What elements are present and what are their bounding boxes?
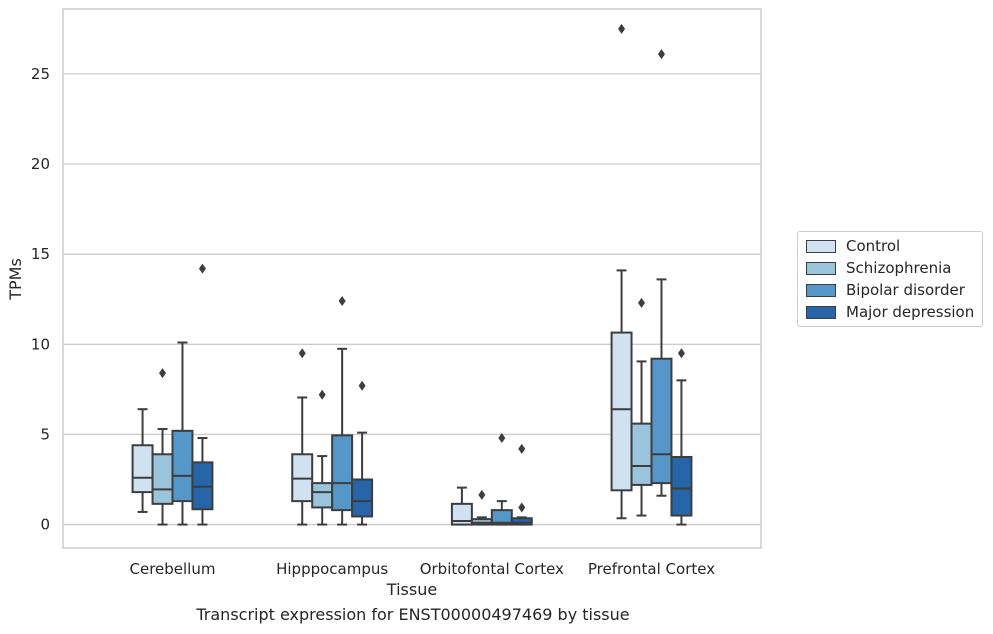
legend-swatch-major-depression <box>806 305 836 319</box>
box-major-depression <box>191 263 214 526</box>
x-axis-label: Tissue <box>386 580 437 599</box>
x-axis-ticks: Cerebellum Hipppocampus Orbitofontal Corte… <box>130 560 716 578</box>
box-iqr <box>510 517 533 526</box>
y-axis-label: TPMs <box>6 258 25 301</box>
outlier-point <box>358 380 366 391</box>
y-tick-label: 20 <box>31 155 50 173</box>
legend-swatch-control <box>806 239 836 253</box>
box-bipolar-disorder <box>650 49 673 497</box>
outlier-point <box>498 433 506 444</box>
box-bipolar-disorder <box>331 296 354 526</box>
legend-item-bipolar-disorder: Bipolar disorder <box>806 280 965 300</box>
box-iqr <box>331 434 354 512</box>
outlier-point <box>318 389 326 400</box>
box-control <box>610 23 633 520</box>
legend-label-schizophrenia: Schizophrenia <box>846 259 952 277</box>
box-iqr <box>610 331 633 492</box>
outlier-point <box>618 23 626 34</box>
legend-swatch-schizophrenia <box>806 261 836 275</box>
box-iqr <box>650 357 673 485</box>
x-tick-label: Hipppocampus <box>276 560 388 578</box>
box-bipolar-disorder <box>171 341 194 526</box>
outlier-point <box>298 348 306 359</box>
legend-item-schizophrenia: Schizophrenia <box>806 258 951 278</box>
y-axis-ticks: 0 5 10 15 20 25 <box>31 65 50 534</box>
box-major-depression <box>510 443 533 526</box>
box-series <box>131 23 693 526</box>
y-tick-label: 25 <box>31 65 50 83</box>
box-iqr <box>630 422 653 486</box>
outlier-point <box>638 297 646 308</box>
legend: Control Schizophrenia Bipolar disorder M… <box>797 231 983 327</box>
box-iqr <box>351 478 374 518</box>
outlier-point <box>657 49 665 60</box>
legend-label-control: Control <box>846 237 901 255</box>
outlier-point <box>677 348 685 359</box>
box-iqr <box>450 502 473 526</box>
box-iqr <box>171 429 194 503</box>
box-major-depression <box>351 380 374 526</box>
legend-swatch-bipolar-disorder <box>806 283 836 297</box>
x-tick-label: Orbitofontal Cortex <box>420 560 564 578</box>
outlier-point <box>338 296 346 307</box>
box-major-depression <box>670 348 693 526</box>
outlier-point <box>159 368 167 379</box>
box-control <box>450 486 473 526</box>
box-iqr <box>151 453 174 505</box>
legend-label-major-depression: Major depression <box>846 303 975 321</box>
legend-item-major-depression: Major depression <box>806 302 974 322</box>
y-tick-label: 0 <box>40 516 50 534</box>
legend-label-bipolar-disorder: Bipolar disorder <box>846 281 965 299</box>
y-tick-label: 10 <box>31 335 50 353</box>
box-iqr <box>311 482 334 509</box>
x-tick-label: Cerebellum <box>130 560 216 578</box>
outlier-point <box>198 263 206 274</box>
box-control <box>291 348 314 526</box>
legend-item-control: Control <box>806 236 900 256</box>
x-tick-label: Prefrontal Cortex <box>588 560 715 578</box>
y-tick-label: 15 <box>31 245 50 263</box>
box-iqr <box>131 444 154 494</box>
outlier-point <box>518 502 526 513</box>
box-schizophrenia <box>630 297 653 517</box>
box-bipolar-disorder <box>490 433 513 526</box>
box-iqr <box>670 455 693 517</box>
chart-caption: Transcript expression for ENST0000049746… <box>196 605 630 624</box>
outlier-point <box>478 489 486 500</box>
outlier-point <box>518 443 526 454</box>
y-tick-label: 5 <box>40 425 50 443</box>
